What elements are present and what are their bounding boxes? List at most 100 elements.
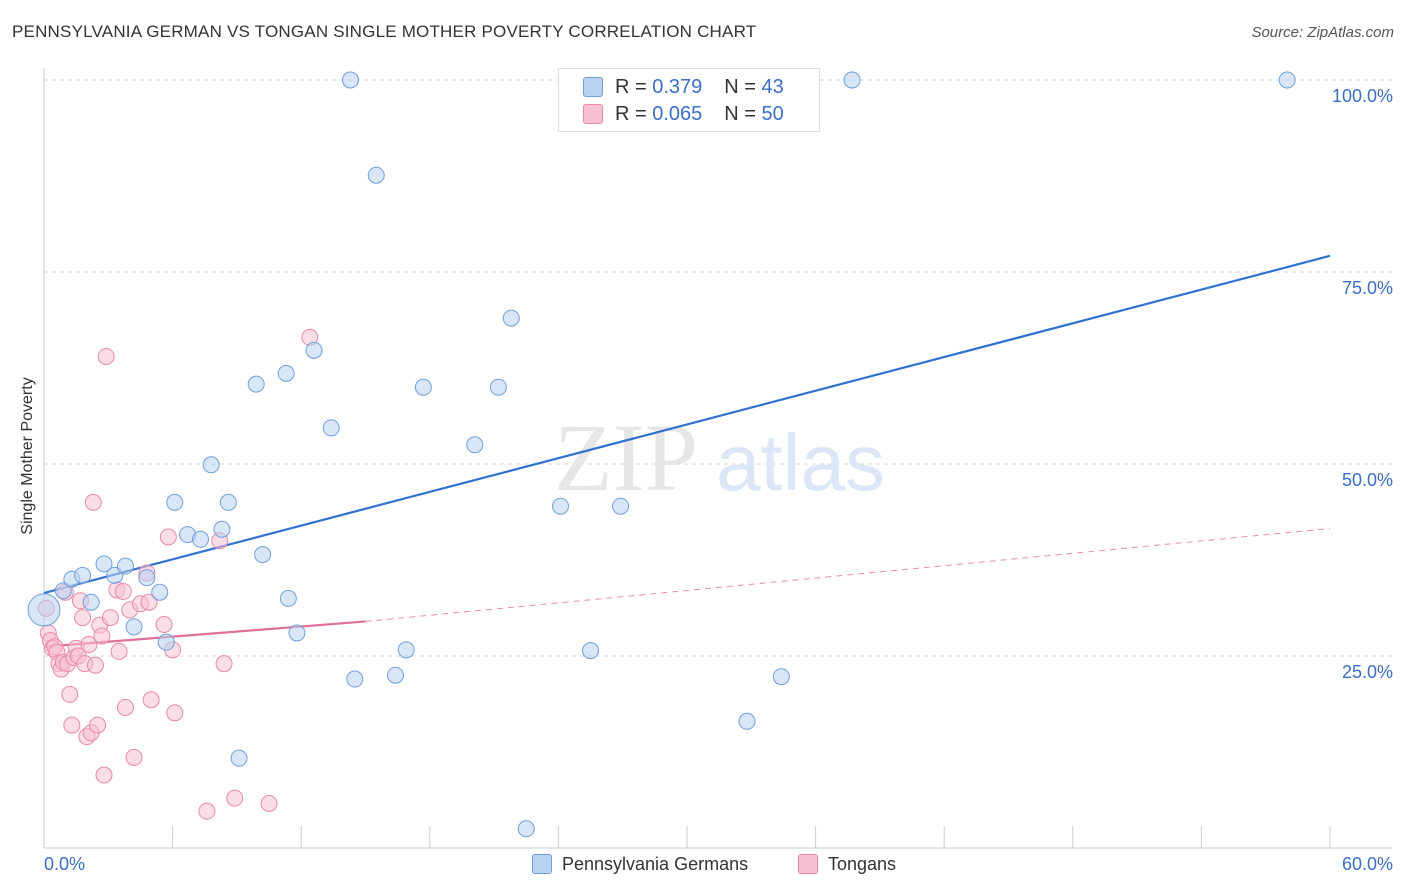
data-point-tongans — [125, 748, 143, 766]
data-point-pennsylvania-germans — [612, 497, 630, 515]
data-point-tongans — [89, 716, 107, 734]
tick-label-layer: 25.0% 50.0% 75.0% 100.0% 0.0% 60.0% — [44, 86, 1393, 874]
data-point-tongans — [142, 691, 160, 709]
data-point-pennsylvania-germans — [230, 749, 248, 767]
data-point-pennsylvania-germans — [27, 593, 61, 627]
data-point-pennsylvania-germans — [387, 666, 405, 684]
data-point-pennsylvania-germans — [288, 624, 306, 642]
data-point-tongans — [260, 794, 278, 812]
data-point-pennsylvania-germans — [138, 569, 156, 587]
bottom-legend-swatch-blue — [532, 854, 552, 874]
data-point-tongans — [80, 635, 98, 653]
data-point-pennsylvania-germans — [517, 820, 535, 838]
data-point-pennsylvania-germans — [254, 546, 272, 564]
y-tick-label: 25.0% — [1342, 662, 1393, 682]
bottom-legend-swatch-pink — [798, 854, 818, 874]
data-point-tongans — [215, 655, 233, 673]
y-tick-label: 75.0% — [1342, 278, 1393, 298]
source-label: Source: ZipAtlas.com — [1251, 24, 1394, 41]
data-point-pennsylvania-germans — [202, 456, 220, 474]
legend-r-value: 0.065 — [652, 102, 703, 125]
data-point-tongans — [95, 766, 113, 784]
data-point-pennsylvania-germans — [74, 566, 92, 584]
bottom-legend-label: Pennsylvania Germans — [562, 853, 749, 874]
legend-n-value: 50 — [761, 102, 784, 125]
data-point-pennsylvania-germans — [772, 668, 790, 686]
data-point-tongans — [63, 716, 81, 734]
data-point-pennsylvania-germans — [738, 712, 756, 730]
legend-n-value: 43 — [761, 75, 784, 98]
trendline-pennsylvania-germans — [43, 254, 1331, 595]
data-point-tongans — [86, 656, 104, 674]
x-tick-label: 60.0% — [1342, 854, 1393, 874]
legend-r-value: 0.379 — [652, 75, 703, 98]
data-point-pennsylvania-germans — [54, 582, 72, 600]
data-point-pennsylvania-germans — [552, 497, 570, 515]
data-point-pennsylvania-germans — [341, 71, 359, 89]
correlation-legend: R = 0.379 N = 43 R = 0.065 N = 50 — [558, 68, 820, 132]
data-point-pennsylvania-germans — [466, 436, 484, 454]
data-point-pennsylvania-germans — [219, 493, 237, 511]
bottom-legend-label: Tongans — [828, 853, 897, 874]
data-point-pennsylvania-germans — [95, 555, 113, 573]
data-point-pennsylvania-germans — [305, 341, 323, 359]
bottom-legend-tongans: Tongans — [798, 852, 896, 876]
data-point-tongans — [110, 642, 128, 660]
data-point-pennsylvania-germans — [397, 641, 415, 659]
x-tick-label: 0.0% — [44, 854, 85, 874]
data-point-pennsylvania-germans — [116, 557, 134, 575]
data-point-pennsylvania-germans — [82, 593, 100, 611]
grid-layer — [44, 79, 1392, 657]
legend-n-label: N = — [724, 75, 756, 98]
legend-swatch-blue — [583, 77, 603, 97]
y-tick-label: 50.0% — [1342, 470, 1393, 490]
data-point-tongans — [84, 493, 102, 511]
data-point-tongans — [159, 528, 177, 546]
legend-row-pennsylvania-germans: R = 0.379 N = 43 — [583, 75, 784, 99]
data-point-pennsylvania-germans — [166, 493, 184, 511]
chart-title: PENNSYLVANIA GERMAN VS TONGAN SINGLE MOT… — [12, 22, 757, 41]
points-layer — [27, 71, 1296, 838]
data-point-tongans — [114, 582, 132, 600]
data-point-tongans — [61, 685, 79, 703]
data-point-pennsylvania-germans — [502, 309, 520, 327]
y-tick-label: 100.0% — [1332, 86, 1393, 106]
data-point-pennsylvania-germans — [125, 618, 143, 636]
legend-r-label: R = — [615, 102, 647, 125]
watermark-zip: ZIP — [554, 404, 698, 511]
data-point-pennsylvania-germans — [151, 583, 169, 601]
data-point-pennsylvania-germans — [489, 378, 507, 396]
data-point-pennsylvania-germans — [582, 642, 600, 660]
data-point-pennsylvania-germans — [1278, 71, 1296, 89]
data-point-pennsylvania-germans — [346, 670, 364, 688]
y-axis-label: Single Mother Poverty — [19, 377, 36, 535]
data-point-tongans — [97, 347, 115, 365]
data-point-pennsylvania-germans — [279, 589, 297, 607]
data-point-pennsylvania-germans — [843, 71, 861, 89]
legend-row-tongans: R = 0.065 N = 50 — [583, 102, 784, 126]
data-point-tongans — [74, 609, 92, 627]
legend-n-label: N = — [724, 102, 756, 125]
data-point-tongans — [101, 609, 119, 627]
data-point-pennsylvania-germans — [247, 375, 265, 393]
data-point-pennsylvania-germans — [213, 520, 231, 538]
data-point-tongans — [226, 789, 244, 807]
bottom-legend-pennsylvania-germans: Pennsylvania Germans — [532, 852, 748, 876]
legend-r-label: R = — [615, 75, 647, 98]
watermark: ZIP atlas — [554, 404, 885, 511]
data-point-pennsylvania-germans — [157, 633, 175, 651]
watermark-atlas: atlas — [716, 418, 885, 507]
data-point-tongans — [198, 802, 216, 820]
data-point-tongans — [116, 698, 134, 716]
data-point-pennsylvania-germans — [191, 530, 209, 548]
data-point-pennsylvania-germans — [414, 378, 432, 396]
data-point-tongans — [155, 616, 173, 634]
axis-layer — [43, 68, 1392, 849]
data-point-tongans — [140, 593, 158, 611]
data-point-pennsylvania-germans — [367, 166, 385, 184]
data-point-tongans — [166, 704, 184, 722]
trendline-tongans-extension — [365, 528, 1331, 622]
data-point-pennsylvania-germans — [277, 364, 295, 382]
data-point-pennsylvania-germans — [106, 566, 124, 584]
